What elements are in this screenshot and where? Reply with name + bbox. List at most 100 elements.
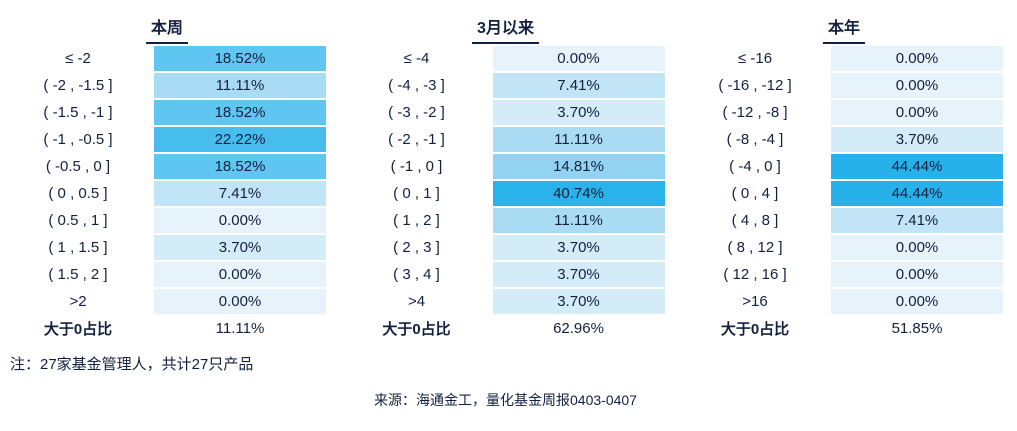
heatmap-value-cell: 11.11% <box>492 208 665 233</box>
heatmap-value-cell: 11.11% <box>154 73 326 98</box>
heatmap-value-cell: 0.00% <box>154 208 326 233</box>
bin-range-label: ( -3 , -2 ] <box>388 104 445 121</box>
group-week-title: 本周 <box>145 12 188 44</box>
heatmap-value-cell: 0.00% <box>831 100 1003 125</box>
heatmap-value-cell: 0.00% <box>154 289 326 314</box>
distribution-row: ( -2 , -1 ] 11.11% <box>347 127 665 152</box>
heatmap-value-cell: 3.70% <box>492 235 665 260</box>
group-week-rows: ≤ -2 18.52%( -2 , -1.5 ] 11.11%( -1.5 , -1… <box>8 46 326 314</box>
distribution-row: ( 12 , 16 ] 0.00% <box>685 262 1003 287</box>
distribution-row: ( 2 , 3 ] 3.70% <box>347 235 665 260</box>
bin-range-label: ( -1.5 , -1 ] <box>43 104 113 121</box>
distribution-row: ( -4 , 0 ] 44.44% <box>685 154 1003 179</box>
summary-value: 11.11% <box>215 320 265 337</box>
distribution-row: ( -4 , -3 ] 7.41% <box>347 73 665 98</box>
group-since-march-title: 3月以来 <box>472 12 539 44</box>
bin-range-label: >4 <box>407 293 426 310</box>
group-since-march-header-wrap: 3月以来 <box>347 12 665 46</box>
bin-range-label: ≤ -2 <box>65 50 91 67</box>
distribution-row: ( 1 , 1.5 ] 3.70% <box>8 235 326 260</box>
source-line: 来源：海通金工，量化基金周报0403-0407 <box>374 392 637 408</box>
bin-range-label: >16 <box>742 293 768 310</box>
bin-range-label: ( 0 , 1 ] <box>393 185 440 202</box>
heatmap-value-cell: 11.11% <box>492 127 665 152</box>
bin-range-label: ( -2 , -1.5 ] <box>43 77 113 94</box>
bin-range-label: ≤ -4 <box>403 50 430 67</box>
distribution-row: ( -0.5 , 0 ] 18.52% <box>8 154 326 179</box>
distribution-row: ( -1 , -0.5 ] 22.22% <box>8 127 326 152</box>
bin-range-label: ( 1 , 1.5 ] <box>48 239 108 256</box>
summary-value: 51.85% <box>891 320 943 337</box>
heatmap-value-cell: 0.00% <box>831 289 1003 314</box>
group-since-march: 3月以来 ≤ -4 0.00%( -4 , -3 ] 7.41%( -3 , -2 … <box>347 12 665 343</box>
heatmap-value-cell: 0.00% <box>154 262 326 287</box>
bin-range-label: ( 0 , 0.5 ] <box>48 185 108 202</box>
group-since-march-rows: ≤ -4 0.00% ( -4 , -3 ] 7.41% ( -3 , -2 ] 3.70… <box>347 46 665 314</box>
summary-label: 大于0占比 <box>382 321 451 338</box>
heatmap-value-cell: 0.00% <box>831 235 1003 260</box>
bin-range-label: ( -4 , -3 ] <box>388 77 445 94</box>
heatmap-value-cell: 0.00% <box>492 46 665 71</box>
group-since-march-summary: 大于0占比 62.96% <box>347 316 665 341</box>
summary-label: 大于0占比 <box>43 321 113 338</box>
bin-range-label: ( 1 , 2 ] <box>393 212 440 229</box>
bin-range-label: >2 <box>69 293 87 310</box>
distribution-row: ( -1.5 , -1 ] 18.52% <box>8 100 326 125</box>
distribution-row: ( -2 , -1.5 ] 11.11% <box>8 73 326 98</box>
bin-range-label: ≤ -16 <box>737 50 773 67</box>
distribution-row: ≤ -16 0.00% <box>685 46 1003 71</box>
distribution-row: ≤ -2 18.52% <box>8 46 326 71</box>
bin-range-label: ( 2 , 3 ] <box>393 239 440 256</box>
distribution-row: ( -3 , -2 ] 3.70% <box>347 100 665 125</box>
heatmap-value-cell: 14.81% <box>492 154 665 179</box>
distribution-row: ( -16 , -12 ] 0.00% <box>685 73 1003 98</box>
heatmap-value-cell: 18.52% <box>154 100 326 125</box>
group-year-header-wrap: 本年 <box>685 12 1003 46</box>
heatmap-value-cell: 40.74% <box>492 181 665 206</box>
distribution-row: ( 0 , 4 ] 44.44% <box>685 181 1003 206</box>
groups-row: 本周 ≤ -2 18.52%( -2 , -1.5 ] 11.11%( -1.5 ,… <box>8 12 1003 343</box>
summary-value: 62.96% <box>553 320 604 337</box>
group-year: 本年 ≤ -16 0.00%( -16 , -12 ] 0.00%( -12 , -… <box>685 12 1003 343</box>
distribution-row: >2 0.00% <box>8 289 326 314</box>
distribution-row: ( 0 , 1 ] 40.74% <box>347 181 665 206</box>
group-year-rows: ≤ -16 0.00%( -16 , -12 ] 0.00%( -12 , -8 ]… <box>685 46 1003 314</box>
heatmap-value-cell: 18.52% <box>154 46 326 71</box>
summary-label: 大于0占比 <box>720 321 790 338</box>
bin-range-label: ( -1 , 0 ] <box>390 158 443 175</box>
heatmap-value-cell: 22.22% <box>154 127 326 152</box>
heatmap-value-cell: 3.70% <box>492 289 665 314</box>
heatmap-value-cell: 3.70% <box>154 235 326 260</box>
bin-range-label: ( 0 , 4 ] <box>731 185 779 202</box>
distribution-row: ( -1 , 0 ] 14.81% <box>347 154 665 179</box>
bin-range-label: ( -2 , -1 ] <box>388 131 445 148</box>
heatmap-value-cell: 18.52% <box>154 154 326 179</box>
heatmap-value-cell: 3.70% <box>831 127 1003 152</box>
group-week: 本周 ≤ -2 18.52%( -2 , -1.5 ] 11.11%( -1.5 ,… <box>8 12 326 343</box>
bin-range-label: ( 1.5 , 2 ] <box>48 266 108 283</box>
bin-range-label: ( 4 , 8 ] <box>731 212 779 229</box>
bin-range-label: ( -1 , -0.5 ] <box>43 131 113 148</box>
distribution-row: ( -12 , -8 ] 0.00% <box>685 100 1003 125</box>
distribution-row: ( 8 , 12 ] 0.00% <box>685 235 1003 260</box>
heatmap-value-cell: 7.41% <box>154 181 326 206</box>
heatmap-value-cell: 7.41% <box>831 208 1003 233</box>
heatmap-value-cell: 7.41% <box>492 73 665 98</box>
bin-range-label: ( 3 , 4 ] <box>393 266 440 283</box>
distribution-row: >4 3.70% <box>347 289 665 314</box>
heatmap-value-cell: 44.44% <box>831 181 1003 206</box>
group-week-summary: 大于0占比 11.11% <box>8 316 326 341</box>
heatmap-value-cell: 0.00% <box>831 73 1003 98</box>
bin-range-label: ( -4 , 0 ] <box>729 158 781 175</box>
distribution-row: >16 0.00% <box>685 289 1003 314</box>
bin-range-label: ( -12 , -8 ] <box>722 104 788 121</box>
heatmap-value-cell: 0.00% <box>831 46 1003 71</box>
bin-range-label: ( -8 , -4 ] <box>726 131 784 148</box>
heatmap-value-cell: 3.70% <box>492 262 665 287</box>
bin-range-label: ( 12 , 16 ] <box>723 266 787 283</box>
group-year-summary: 大于0占比 51.85% <box>685 316 1003 341</box>
heatmap-value-cell: 0.00% <box>831 262 1003 287</box>
footnote: 注：27家基金管理人，共计27只产品 <box>10 356 254 373</box>
distribution-row: ( 1 , 2 ] 11.11% <box>347 208 665 233</box>
